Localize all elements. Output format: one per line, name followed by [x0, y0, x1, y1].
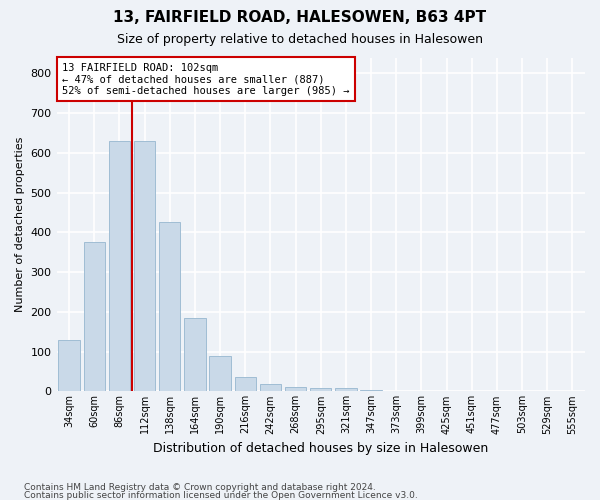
Bar: [109, 141, 130, 392]
Text: 13, FAIRFIELD ROAD, HALESOWEN, B63 4PT: 13, FAIRFIELD ROAD, HALESOWEN, B63 4PT: [113, 10, 487, 25]
Bar: [260, 384, 281, 392]
Bar: [361, 390, 382, 392]
Y-axis label: Number of detached properties: Number of detached properties: [15, 137, 25, 312]
Text: 13 FAIRFIELD ROAD: 102sqm
← 47% of detached houses are smaller (887)
52% of semi: 13 FAIRFIELD ROAD: 102sqm ← 47% of detac…: [62, 62, 349, 96]
Bar: [285, 388, 307, 392]
Text: Contains HM Land Registry data © Crown copyright and database right 2024.: Contains HM Land Registry data © Crown c…: [24, 484, 376, 492]
Bar: [58, 340, 80, 392]
X-axis label: Distribution of detached houses by size in Halesowen: Distribution of detached houses by size …: [153, 442, 488, 455]
Bar: [83, 242, 105, 392]
Text: Contains public sector information licensed under the Open Government Licence v3: Contains public sector information licen…: [24, 490, 418, 500]
Bar: [335, 388, 356, 392]
Text: Size of property relative to detached houses in Halesowen: Size of property relative to detached ho…: [117, 32, 483, 46]
Bar: [310, 388, 331, 392]
Bar: [134, 141, 155, 392]
Bar: [184, 318, 206, 392]
Bar: [159, 222, 181, 392]
Bar: [386, 390, 407, 392]
Bar: [235, 378, 256, 392]
Bar: [209, 356, 231, 392]
